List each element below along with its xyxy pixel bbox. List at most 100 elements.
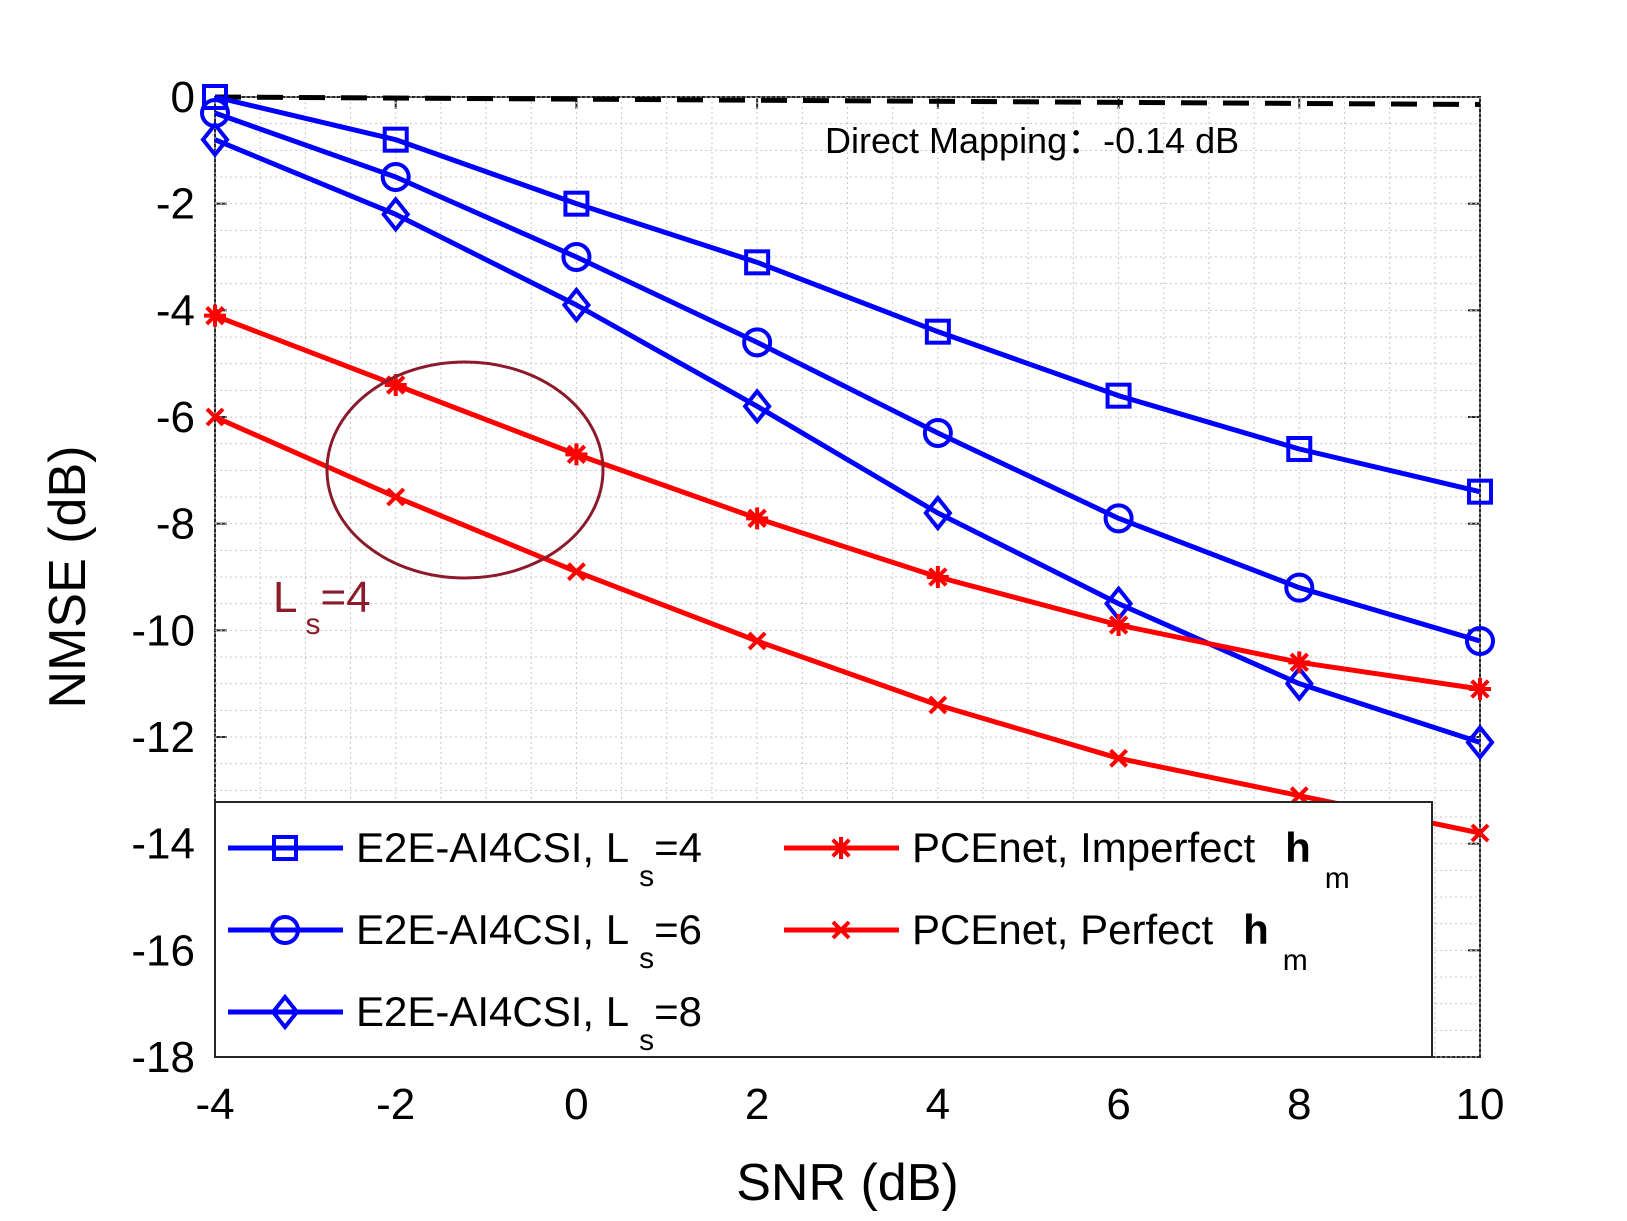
square-marker: [563, 190, 590, 217]
data-point: [381, 196, 411, 233]
data-point: [742, 388, 772, 425]
data-point: [1284, 665, 1314, 702]
asterisk-marker: [926, 566, 949, 588]
legend-marker: [270, 993, 300, 1031]
legend-label-tail: =6: [654, 906, 702, 953]
x-tick-label: 0: [564, 1080, 588, 1129]
data-point: [1467, 478, 1493, 505]
legend-label-tail: =8: [654, 988, 702, 1035]
legend-label-main: E2E-AI4CSI, L: [356, 824, 629, 871]
series-1: [202, 84, 1493, 505]
asterisk-marker: [830, 837, 852, 859]
legend-label-main: PCEnet, Perfect: [912, 906, 1213, 953]
legend-label-bold: h: [1285, 824, 1311, 871]
data-point: [380, 162, 411, 192]
square-marker: [1467, 478, 1493, 505]
y-tick-label: 0: [171, 73, 195, 122]
legend-label: E2E-AI4CSI, L s=6: [356, 906, 702, 975]
x-axis-label: SNR (dB): [736, 1154, 958, 1212]
data-point: [1465, 724, 1495, 761]
y-tick-label: -4: [156, 286, 195, 335]
legend-label-sub: s: [639, 1024, 654, 1057]
legend-label-sub: m: [1283, 944, 1308, 977]
legend-entry-4: PCEnet, Imperfect hm: [784, 824, 1350, 895]
series-2: [200, 98, 1495, 656]
legend-marker: [270, 915, 300, 945]
diamond-marker: [1465, 724, 1495, 761]
data-point: [1288, 651, 1311, 674]
diamond-marker: [923, 494, 953, 532]
y-tick-label: -6: [156, 393, 195, 442]
data-point: [744, 249, 771, 276]
legend-label-sub: m: [1325, 862, 1350, 895]
legend-marker: [831, 920, 851, 940]
data-point: [205, 407, 225, 427]
data-point: [742, 327, 773, 358]
square-marker: [744, 249, 771, 276]
series-5: [205, 407, 1490, 843]
data-point: [561, 286, 591, 324]
y-tick-label: -16: [131, 926, 195, 975]
legend-label-sub: s: [639, 942, 654, 975]
x-tick-label: 6: [1106, 1080, 1130, 1129]
x-marker: [831, 920, 851, 940]
data-point: [1470, 823, 1490, 843]
asterisk-marker: [384, 374, 407, 396]
series-line: [214, 110, 1481, 644]
series-4: [204, 304, 1491, 700]
data-point: [746, 507, 769, 530]
x-marker: [747, 631, 767, 651]
diamond-marker: [270, 993, 300, 1031]
series-3: [200, 121, 1495, 761]
asterisk-marker: [565, 443, 588, 466]
ellipse-label-tail: =4: [320, 573, 370, 622]
legend-label: E2E-AI4CSI, L s=8: [356, 988, 702, 1057]
y-tick-label: -18: [131, 1033, 195, 1082]
y-tick-label: -2: [156, 180, 195, 229]
legend-marker: [830, 837, 852, 859]
direct-mapping-line: [214, 94, 1481, 107]
legend-marker: [272, 835, 298, 861]
y-tick-label: -12: [131, 713, 195, 762]
x-tick-label: 10: [1456, 1080, 1505, 1129]
legend-label-tail: =4: [654, 824, 702, 871]
square-marker: [1105, 382, 1132, 409]
data-point: [1286, 436, 1313, 462]
series-line: [213, 414, 1481, 836]
legend-label: PCEnet, Perfect hm: [912, 906, 1308, 977]
direct-mapping-reference: [214, 94, 1481, 107]
legend-entry-3: E2E-AI4CSI, L s=8: [228, 988, 702, 1057]
data-point: [1109, 748, 1128, 768]
diamond-marker: [200, 121, 230, 158]
series-line: [214, 94, 1481, 495]
circle-marker: [270, 915, 300, 945]
asterisk-marker: [204, 304, 226, 327]
diamond-marker: [561, 286, 591, 324]
data-point: [1469, 678, 1491, 700]
asterisk-marker: [1469, 678, 1491, 700]
data-point: [1103, 503, 1134, 534]
data-point: [200, 121, 230, 158]
x-marker: [567, 562, 586, 582]
x-tick-label: 4: [926, 1080, 950, 1129]
y-tick-label: -14: [131, 820, 195, 869]
asterisk-marker: [1288, 651, 1311, 674]
ellipse-label-sub: s: [305, 608, 320, 641]
legend-label-bold: h: [1243, 906, 1269, 953]
highlight-ellipse: [325, 360, 605, 580]
annotations: Direct Mapping：-0.14 dB Ls=4: [273, 120, 1239, 641]
asterisk-marker: [1107, 614, 1130, 636]
legend-entry-1: E2E-AI4CSI, L s=4: [228, 824, 702, 893]
circle-marker: [1103, 503, 1134, 534]
data-point: [565, 443, 588, 466]
data-point: [928, 695, 948, 715]
data-point: [922, 418, 953, 448]
x-marker: [1470, 823, 1490, 843]
tick-labels: -4 -2 0 2 4 6 8 10 0 -2 -4 -6 -8 -10 -12 -14 -16 -18: [131, 73, 1504, 1129]
data-point: [747, 631, 767, 651]
y-tick-label: -10: [131, 606, 195, 655]
data-point: [1284, 572, 1315, 603]
data-point: [561, 242, 592, 272]
x-marker: [386, 487, 406, 507]
